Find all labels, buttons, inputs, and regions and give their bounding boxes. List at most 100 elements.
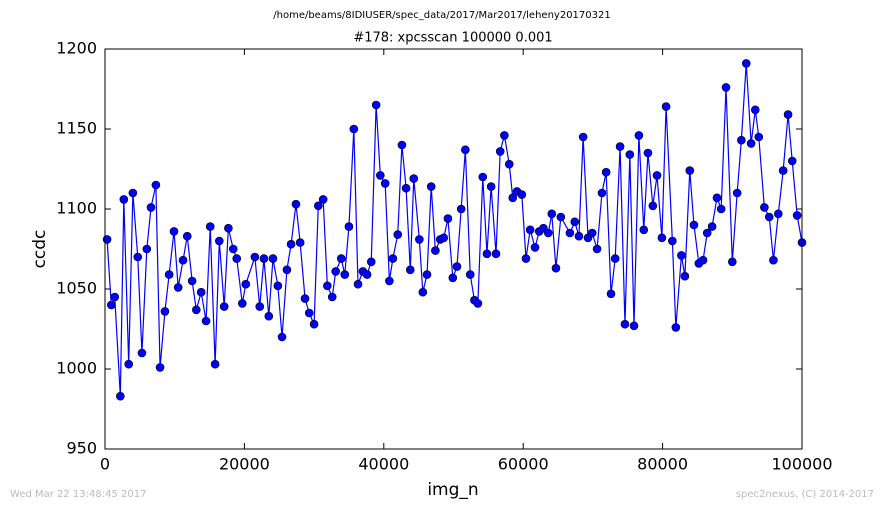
footer-right: spec2nexus, (C) 2014-2017	[736, 489, 874, 500]
data-point	[452, 262, 462, 271]
x-tick-label: 20000	[219, 455, 270, 474]
data-point	[620, 319, 630, 329]
data-point	[362, 270, 372, 279]
data-point	[570, 217, 580, 227]
data-point	[439, 233, 449, 243]
data-point	[543, 228, 553, 238]
data-point	[769, 255, 778, 265]
data-point	[219, 302, 229, 311]
data-point	[677, 251, 686, 260]
data-point	[187, 276, 197, 286]
data-point	[746, 139, 756, 148]
data-point	[169, 227, 179, 236]
data-point	[268, 254, 278, 263]
data-point	[530, 243, 540, 252]
y-tick-label: 950	[66, 439, 97, 458]
x-tick-label: 60000	[498, 455, 549, 474]
data-point	[201, 316, 211, 326]
data-point	[754, 132, 764, 142]
data-point	[318, 195, 328, 204]
y-tick-label: 1100	[56, 199, 97, 218]
data-point	[461, 145, 470, 155]
data-point	[606, 289, 616, 299]
data-point	[783, 110, 793, 119]
data-point	[232, 254, 242, 263]
data-point	[778, 166, 788, 175]
data-point	[380, 179, 390, 188]
x-tick-label: 80000	[637, 455, 688, 474]
data-point	[625, 150, 635, 159]
data-point	[173, 283, 183, 292]
data-point	[486, 182, 496, 191]
data-point	[409, 174, 419, 183]
data-point	[456, 204, 466, 214]
data-point	[668, 236, 677, 246]
data-point	[124, 359, 133, 369]
data-point	[721, 83, 731, 92]
data-point	[238, 299, 247, 308]
data-point	[323, 281, 332, 291]
data-point	[116, 391, 125, 401]
data-point	[376, 171, 385, 180]
data-point	[547, 209, 557, 219]
data-point	[273, 281, 283, 291]
data-point	[422, 270, 432, 279]
data-point	[393, 230, 403, 239]
data-point	[340, 270, 350, 279]
y-tick-label: 1150	[56, 119, 97, 138]
data-point	[741, 59, 751, 68]
data-point	[142, 244, 152, 254]
data-point	[648, 201, 658, 211]
data-point	[250, 252, 260, 262]
data-point	[164, 270, 174, 279]
data-point	[418, 287, 428, 297]
data-point	[151, 180, 161, 190]
data-point	[652, 171, 662, 180]
data-point	[146, 203, 156, 212]
data-point	[732, 188, 742, 198]
data-point	[295, 238, 305, 247]
data-point	[388, 254, 398, 263]
footer-left: Wed Mar 22 13:48:45 2017	[10, 489, 146, 500]
data-point	[431, 246, 440, 255]
data-point	[689, 220, 699, 230]
plot-frame	[104, 48, 803, 450]
y-axis-label: ccdc	[30, 230, 50, 269]
data-point	[178, 255, 188, 265]
data-point	[282, 265, 292, 275]
x-tick-label: 0	[100, 455, 110, 474]
chart-title: #178: xpcsscan 100000 0.001	[353, 31, 552, 46]
data-point	[574, 231, 584, 241]
data-point	[133, 252, 143, 262]
data-point	[517, 190, 527, 199]
data-point	[405, 265, 415, 275]
data-point	[712, 193, 722, 203]
x-tick-label: 40000	[358, 455, 409, 474]
data-point	[465, 270, 475, 279]
data-point	[615, 142, 625, 151]
data-point	[196, 287, 206, 297]
data-point	[565, 228, 575, 238]
data-point	[473, 299, 483, 308]
data-point	[349, 124, 359, 134]
data-point	[671, 323, 681, 332]
data-point	[525, 225, 535, 235]
data-point	[371, 100, 381, 110]
suptitle: /home/beams/8IDIUSER/spec_data/2017/Mar2…	[273, 10, 610, 21]
data-point	[106, 300, 116, 310]
data-point	[448, 273, 458, 283]
data-point	[415, 235, 424, 244]
x-axis-label: img_n	[427, 480, 478, 500]
data-line	[106, 63, 803, 397]
data-point	[366, 257, 376, 267]
data-point	[760, 203, 769, 212]
data-point	[313, 201, 323, 211]
data-point	[639, 225, 649, 235]
data-point	[657, 233, 667, 243]
data-point	[592, 244, 602, 254]
data-point	[336, 254, 346, 263]
y-tick-label: 1200	[56, 39, 97, 58]
data-point	[597, 188, 607, 198]
data-point	[160, 307, 170, 316]
